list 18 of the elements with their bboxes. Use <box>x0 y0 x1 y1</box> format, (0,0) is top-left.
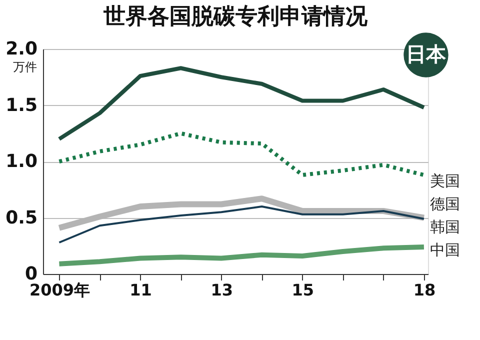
x-tick-label: 13 <box>210 280 233 300</box>
y-tick-label: 0.5 <box>6 207 38 228</box>
line-series <box>57 131 426 177</box>
line-series <box>58 206 425 244</box>
y-tick-label: 1.5 <box>6 94 38 116</box>
chart-title: 世界各国脱碳专利申请情况 <box>102 4 368 30</box>
x-tick-label: 18 <box>413 280 436 300</box>
series-label: 中国 <box>430 241 460 259</box>
line-series <box>57 66 426 141</box>
x-tick-label: 11 <box>130 280 152 300</box>
series-label: 日本 <box>406 42 447 66</box>
series-label: 德国 <box>430 195 460 213</box>
y-tick-label: 2.0 <box>6 38 38 60</box>
series-label: 韩国 <box>430 218 460 236</box>
x-tick-label: 15 <box>292 280 314 300</box>
y-tick-label: 1.0 <box>6 151 38 172</box>
y-axis-title: 万件 <box>13 60 37 74</box>
series-label: 美国 <box>430 172 460 190</box>
